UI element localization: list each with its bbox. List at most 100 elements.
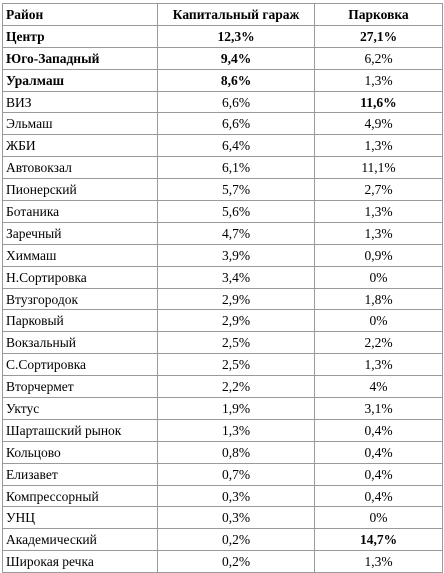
cell-district: Уктус	[2, 397, 158, 420]
cell-parking: 4,9%	[314, 112, 443, 136]
table-row: Уралмаш 8,6% 1,3%	[2, 68, 443, 92]
cell-parking: 0,4%	[314, 462, 443, 486]
cell-district: Эльмаш	[2, 112, 158, 136]
cell-district: Юго-Западный	[2, 46, 158, 70]
cell-garage: 0,2%	[157, 528, 315, 552]
cell-parking: 0,4%	[314, 484, 443, 508]
table-row: Н.Сортировка 3,4% 0%	[2, 265, 443, 289]
cell-garage: 2,5%	[157, 353, 315, 377]
cell-district: Заречный	[2, 221, 158, 245]
cell-parking: 1,3%	[314, 221, 443, 245]
cell-parking: 27,1%	[314, 24, 443, 48]
table-row: Втузгородок 2,9% 1,8%	[2, 287, 443, 311]
cell-district: Пионерский	[2, 178, 158, 202]
cell-parking: 1,3%	[314, 68, 443, 92]
cell-garage: 0,3%	[157, 484, 315, 508]
cell-parking: 2,2%	[314, 331, 443, 355]
cell-parking: 1,3%	[314, 550, 443, 573]
cell-parking: 0,4%	[314, 440, 443, 464]
cell-garage: 12,3%	[157, 24, 315, 48]
cell-district: Парковый	[2, 309, 158, 333]
cell-district: Автовокзал	[2, 156, 158, 180]
header-row: Район Капитальный гараж Парковка	[2, 3, 443, 26]
table-row: Кольцово 0,8% 0,4%	[2, 440, 443, 464]
cell-district: Н.Сортировка	[2, 265, 158, 289]
cell-district: Шарташский рынок	[2, 418, 158, 442]
cell-district: Вокзальный	[2, 331, 158, 355]
cell-garage: 6,6%	[157, 90, 315, 114]
cell-garage: 5,7%	[157, 178, 315, 202]
table-row: ВИЗ 6,6% 11,6%	[2, 90, 443, 114]
cell-garage: 0,7%	[157, 462, 315, 486]
header-district: Район	[2, 3, 158, 26]
cell-garage: 0,2%	[157, 550, 315, 573]
cell-district: Компрессорный	[2, 484, 158, 508]
cell-parking: 11,1%	[314, 156, 443, 180]
cell-parking: 6,2%	[314, 46, 443, 70]
cell-garage: 5,6%	[157, 200, 315, 223]
cell-garage: 6,4%	[157, 134, 315, 158]
table-row: Широкая речка 0,2% 1,3%	[2, 550, 443, 573]
cell-parking: 11,6%	[314, 90, 443, 114]
table-row: Академический 0,2% 14,7%	[2, 528, 443, 552]
table-row: Эльмаш 6,6% 4,9%	[2, 112, 443, 136]
cell-parking: 0%	[314, 506, 443, 530]
table-row: Елизавет 0,7% 0,4%	[2, 462, 443, 486]
cell-district: Вторчермет	[2, 375, 158, 399]
table-row: ЖБИ 6,4% 1,3%	[2, 134, 443, 158]
table-row: Компрессорный 0,3% 0,4%	[2, 484, 443, 508]
cell-parking: 1,3%	[314, 134, 443, 158]
cell-district: Широкая речка	[2, 550, 158, 573]
header-garage: Капитальный гараж	[157, 3, 315, 26]
table-row: Химмаш 3,9% 0,9%	[2, 243, 443, 267]
cell-garage: 6,1%	[157, 156, 315, 180]
cell-garage: 2,2%	[157, 375, 315, 399]
cell-garage: 2,9%	[157, 309, 315, 333]
cell-garage: 0,8%	[157, 440, 315, 464]
cell-parking: 0,9%	[314, 243, 443, 267]
cell-garage: 4,7%	[157, 221, 315, 245]
cell-garage: 1,3%	[157, 418, 315, 442]
table-row: Пионерский 5,7% 2,7%	[2, 178, 443, 202]
table-row: Парковый 2,9% 0%	[2, 309, 443, 333]
table-row: Вокзальный 2,5% 2,2%	[2, 331, 443, 355]
table-row: УНЦ 0,3% 0%	[2, 506, 443, 530]
cell-district: Ботаника	[2, 200, 158, 223]
cell-parking: 4%	[314, 375, 443, 399]
cell-garage: 2,5%	[157, 331, 315, 355]
table-body: Центр 12,3% 27,1% Юго-Западный 9,4% 6,2% Уралм…	[2, 24, 443, 573]
cell-garage: 2,9%	[157, 287, 315, 311]
cell-parking: 3,1%	[314, 397, 443, 420]
table-row: Шарташский рынок 1,3% 0,4%	[2, 418, 443, 442]
cell-district: Втузгородок	[2, 287, 158, 311]
cell-district: Химмаш	[2, 243, 158, 267]
cell-parking: 0%	[314, 309, 443, 333]
cell-district: Уралмаш	[2, 68, 158, 92]
district-stats-table: Район Капитальный гараж Парковка Центр 12…	[2, 3, 443, 573]
table-row: Автовокзал 6,1% 11,1%	[2, 156, 443, 180]
table-row: Центр 12,3% 27,1%	[2, 24, 443, 48]
cell-district: Елизавет	[2, 462, 158, 486]
table-row: Уктус 1,9% 3,1%	[2, 397, 443, 420]
cell-parking: 1,8%	[314, 287, 443, 311]
cell-parking: 14,7%	[314, 528, 443, 552]
table-row: Юго-Западный 9,4% 6,2%	[2, 46, 443, 70]
cell-district: Центр	[2, 24, 158, 48]
cell-garage: 1,9%	[157, 397, 315, 420]
cell-garage: 6,6%	[157, 112, 315, 136]
cell-garage: 3,4%	[157, 265, 315, 289]
header-parking: Парковка	[314, 3, 443, 26]
cell-garage: 9,4%	[157, 46, 315, 70]
cell-district: С.Сортировка	[2, 353, 158, 377]
table-row: Заречный 4,7% 1,3%	[2, 221, 443, 245]
cell-district: Кольцово	[2, 440, 158, 464]
table-row: С.Сортировка 2,5% 1,3%	[2, 353, 443, 377]
cell-parking: 2,7%	[314, 178, 443, 202]
cell-parking: 1,3%	[314, 200, 443, 223]
cell-garage: 8,6%	[157, 68, 315, 92]
cell-district: ЖБИ	[2, 134, 158, 158]
cell-garage: 3,9%	[157, 243, 315, 267]
cell-parking: 1,3%	[314, 353, 443, 377]
cell-district: ВИЗ	[2, 90, 158, 114]
